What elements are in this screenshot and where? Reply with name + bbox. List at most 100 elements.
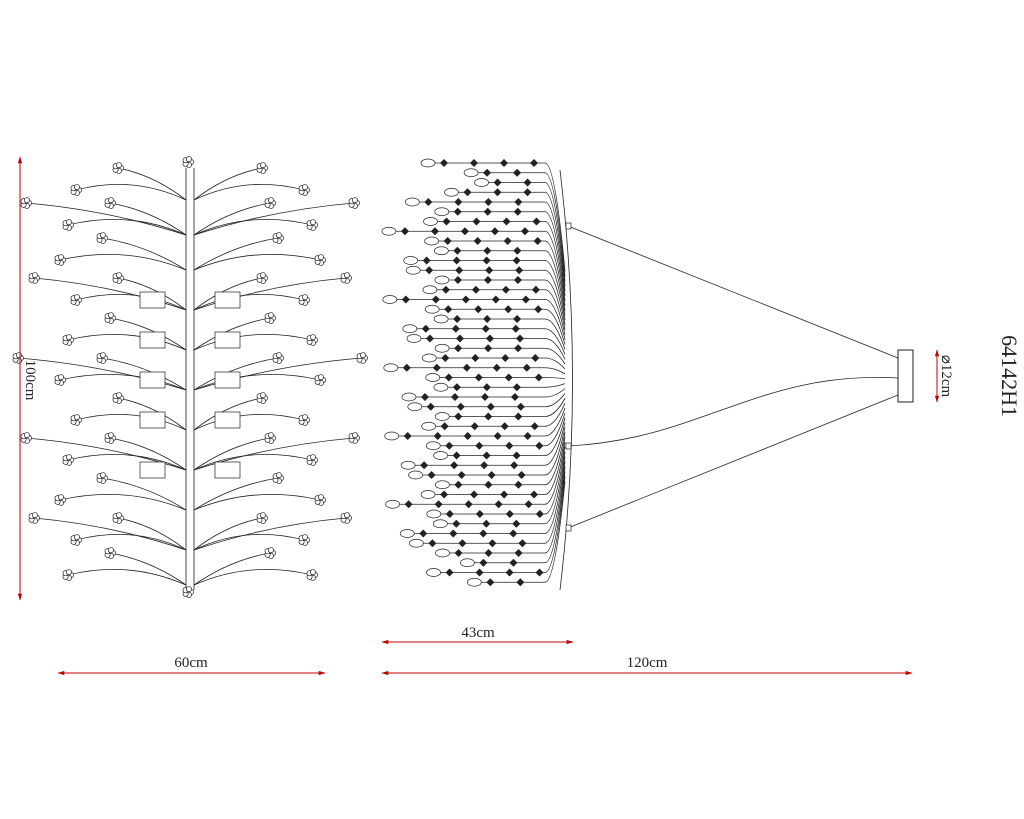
branch xyxy=(117,167,187,201)
branch xyxy=(17,357,187,391)
petal xyxy=(275,232,282,239)
petal xyxy=(267,197,274,204)
hook xyxy=(565,524,572,532)
bead xyxy=(521,295,530,304)
branch xyxy=(193,357,363,391)
crystal xyxy=(399,529,415,538)
strand-tail xyxy=(544,182,566,282)
branch xyxy=(75,533,187,551)
crystal xyxy=(409,538,424,548)
bead xyxy=(510,461,519,470)
strand-tail xyxy=(544,442,566,505)
petal xyxy=(99,472,106,479)
bead xyxy=(518,539,527,548)
petal xyxy=(15,352,22,359)
branch xyxy=(193,202,271,236)
bead xyxy=(443,237,452,245)
petal xyxy=(107,547,114,554)
branch xyxy=(109,317,187,351)
bead xyxy=(516,578,525,587)
bead xyxy=(493,432,502,440)
bead xyxy=(450,461,459,470)
bead xyxy=(445,441,454,450)
bead xyxy=(514,198,523,206)
bead xyxy=(484,198,493,206)
bead xyxy=(523,432,532,440)
petal xyxy=(317,374,324,381)
branch xyxy=(59,494,187,511)
bead xyxy=(451,324,460,333)
petal xyxy=(259,512,266,519)
crystal xyxy=(407,402,423,412)
branch xyxy=(67,334,187,351)
strand-tail xyxy=(544,162,566,272)
cluster-width-label: 43cm xyxy=(461,625,495,641)
crystal xyxy=(408,470,423,480)
bead xyxy=(485,334,494,343)
branch xyxy=(193,569,313,586)
bead xyxy=(441,285,450,294)
strand-tail xyxy=(544,412,566,447)
petal xyxy=(267,432,274,439)
crystal xyxy=(466,577,482,587)
socket xyxy=(214,291,241,309)
petal xyxy=(317,254,324,261)
petal xyxy=(107,197,114,204)
bead xyxy=(512,451,521,460)
bead xyxy=(452,451,461,460)
bead xyxy=(440,490,449,499)
petal xyxy=(23,197,30,204)
bead xyxy=(453,246,462,255)
branch xyxy=(117,277,187,311)
strand-tail xyxy=(544,347,566,365)
bead xyxy=(471,285,480,294)
socket xyxy=(139,291,166,309)
branch xyxy=(193,293,305,311)
socket xyxy=(214,411,241,429)
bead xyxy=(500,422,509,431)
bead xyxy=(491,295,500,304)
bead xyxy=(512,256,521,265)
bead xyxy=(452,256,461,265)
bead xyxy=(428,539,437,548)
petal xyxy=(301,534,308,541)
branch xyxy=(193,357,279,391)
bead xyxy=(484,549,493,557)
branch xyxy=(109,552,187,586)
bead xyxy=(440,159,448,167)
bead xyxy=(456,402,465,411)
strand-tail xyxy=(544,422,566,466)
bead xyxy=(531,354,540,362)
strand-tail xyxy=(544,466,566,554)
bead xyxy=(500,490,509,499)
bead xyxy=(510,393,519,401)
petal xyxy=(73,414,80,421)
bead xyxy=(509,558,518,567)
bead xyxy=(516,402,525,411)
strand-tail xyxy=(544,260,566,321)
bead xyxy=(450,393,459,401)
bead xyxy=(504,373,513,382)
bead xyxy=(402,363,411,372)
strand-tail xyxy=(544,427,566,476)
bead xyxy=(503,237,512,245)
branch xyxy=(75,413,187,431)
petal xyxy=(57,374,64,381)
crystal xyxy=(401,392,417,402)
petal xyxy=(57,254,64,261)
bead xyxy=(421,324,430,333)
strand-tail xyxy=(544,250,566,316)
bead xyxy=(513,315,522,323)
bead xyxy=(480,393,489,401)
bead xyxy=(523,188,532,197)
branch xyxy=(75,293,187,311)
petal xyxy=(115,272,122,279)
model-number: 64142H1 xyxy=(997,335,1022,417)
crystal xyxy=(382,295,398,304)
bead xyxy=(494,500,503,509)
bead xyxy=(501,354,510,362)
bead xyxy=(470,159,478,167)
bead xyxy=(457,471,466,479)
petal xyxy=(317,494,324,501)
bead xyxy=(512,383,521,392)
